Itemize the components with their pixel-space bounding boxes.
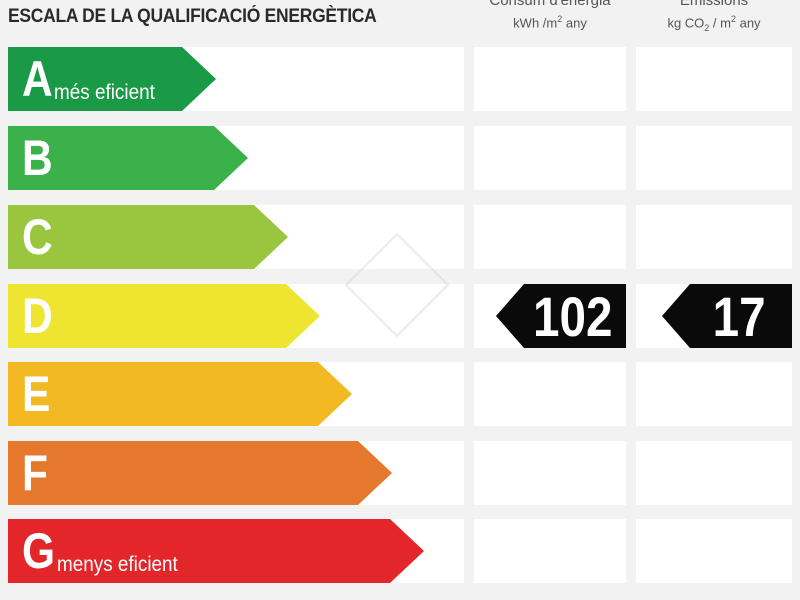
rating-arrow-e: E xyxy=(8,362,352,426)
rating-cell-c2 xyxy=(636,126,792,190)
consumption-value-badge: 102 xyxy=(496,284,626,348)
rating-cell-c1 xyxy=(474,47,626,111)
rating-letter: E xyxy=(22,366,51,422)
rating-arrow-d: D xyxy=(8,284,320,348)
rating-letter: G xyxy=(22,523,56,579)
consumption-value: 102 xyxy=(533,284,613,348)
rating-cell-c1 xyxy=(474,362,626,426)
rating-cell-c1 xyxy=(474,441,626,505)
rating-cell-c2 xyxy=(636,362,792,426)
emissions-value-badge: 17 xyxy=(662,284,792,348)
rating-cell-c2 xyxy=(636,47,792,111)
rating-letter: B xyxy=(22,130,53,186)
rating-cell-c2 xyxy=(636,519,792,583)
consumption-header-unit: kWh /m2 any xyxy=(513,14,587,31)
rating-arrow-f: F xyxy=(8,441,392,505)
emissions-header-unit: kg CO2 / m2 any xyxy=(667,14,761,33)
rating-label: menys eficient xyxy=(56,553,178,576)
rating-letter: A xyxy=(22,51,53,107)
rating-letter: F xyxy=(22,445,48,501)
consumption-header-label: Consum d'energia xyxy=(489,0,611,9)
rating-label: més eficient xyxy=(54,81,155,104)
rating-letter: D xyxy=(22,288,53,344)
emissions-value: 17 xyxy=(712,284,766,348)
rating-arrow-b: B xyxy=(8,126,248,190)
rating-row-b: B xyxy=(0,126,800,190)
emissions-column-header: Emissions kg CO2 / m2 any xyxy=(636,0,792,37)
rating-cell-c1 xyxy=(474,519,626,583)
page-title: ESCALA DE LA QUALIFICACIÓ ENERGÈTICA xyxy=(8,6,377,27)
rating-cell-c2 xyxy=(636,441,792,505)
rating-row-c: C xyxy=(0,205,800,269)
rating-cell-c2 xyxy=(636,205,792,269)
rating-letter: C xyxy=(22,209,53,265)
rating-arrow-c: C xyxy=(8,205,288,269)
consumption-column-header: Consum d'energia kWh /m2 any xyxy=(474,0,626,32)
rating-cell-c1 xyxy=(474,205,626,269)
rating-row-d: D 102 17 xyxy=(0,284,800,348)
rating-row-f: F xyxy=(0,441,800,505)
emissions-header-label: Emissions xyxy=(679,0,749,9)
rating-row-e: E xyxy=(0,362,800,426)
rating-cell-c1 xyxy=(474,126,626,190)
